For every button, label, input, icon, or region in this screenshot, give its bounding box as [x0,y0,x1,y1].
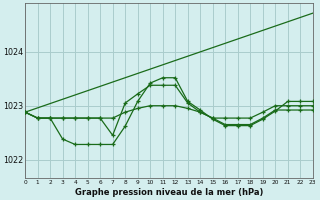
X-axis label: Graphe pression niveau de la mer (hPa): Graphe pression niveau de la mer (hPa) [75,188,263,197]
